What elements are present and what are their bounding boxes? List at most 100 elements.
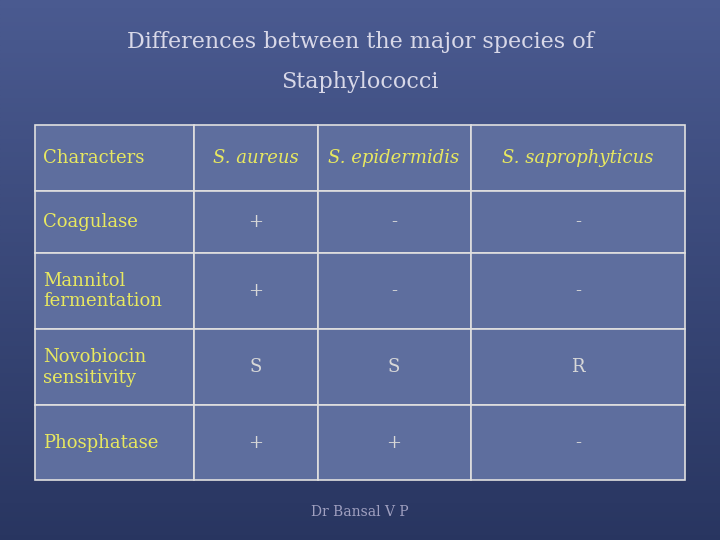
Bar xyxy=(0,504,720,509)
Bar xyxy=(0,405,720,409)
Bar xyxy=(194,125,318,191)
Text: Characters: Characters xyxy=(43,149,145,167)
Bar xyxy=(0,270,720,274)
Bar xyxy=(0,274,720,279)
Bar xyxy=(0,266,720,270)
Bar xyxy=(0,315,720,320)
Text: Mannitol
fermentation: Mannitol fermentation xyxy=(43,272,162,310)
Bar xyxy=(0,392,720,396)
Bar xyxy=(0,333,720,338)
Bar xyxy=(194,191,318,253)
Bar xyxy=(0,446,720,450)
Bar xyxy=(35,125,194,191)
Text: -: - xyxy=(391,213,397,231)
Bar xyxy=(0,207,720,212)
Bar xyxy=(0,310,720,315)
Bar xyxy=(0,27,720,31)
Bar xyxy=(0,234,720,239)
Bar xyxy=(0,536,720,540)
Bar xyxy=(318,253,470,329)
Bar xyxy=(0,256,720,261)
Bar xyxy=(0,112,720,117)
Text: +: + xyxy=(248,434,264,452)
Bar xyxy=(0,131,720,135)
Bar xyxy=(0,450,720,455)
Bar xyxy=(470,406,685,480)
Bar xyxy=(0,94,720,99)
Text: Staphylococci: Staphylococci xyxy=(282,71,438,93)
Bar xyxy=(0,14,720,18)
Bar xyxy=(35,191,194,253)
Bar xyxy=(0,355,720,360)
Bar xyxy=(0,531,720,536)
Bar xyxy=(0,418,720,423)
Bar xyxy=(0,306,720,310)
Bar xyxy=(0,45,720,50)
Bar xyxy=(0,374,720,378)
Bar xyxy=(0,490,720,495)
Bar xyxy=(0,409,720,414)
Bar xyxy=(0,108,720,112)
Bar xyxy=(0,387,720,392)
Bar xyxy=(0,158,720,162)
Bar xyxy=(318,406,470,480)
Bar xyxy=(0,347,720,351)
Bar xyxy=(0,472,720,477)
Bar xyxy=(0,513,720,517)
Bar xyxy=(0,193,720,198)
Bar xyxy=(0,401,720,405)
Bar xyxy=(0,441,720,445)
Bar xyxy=(0,482,720,486)
Bar xyxy=(0,509,720,513)
Text: S. aureus: S. aureus xyxy=(213,149,299,167)
Bar xyxy=(0,216,720,220)
Bar xyxy=(0,455,720,459)
Text: -: - xyxy=(575,213,581,231)
Text: Coagulase: Coagulase xyxy=(43,213,138,231)
Text: -: - xyxy=(391,282,397,300)
Bar xyxy=(0,135,720,139)
Bar xyxy=(318,329,470,406)
Bar xyxy=(0,40,720,45)
Bar xyxy=(0,162,720,166)
Bar xyxy=(0,432,720,436)
Bar xyxy=(0,68,720,72)
Bar xyxy=(0,338,720,342)
Bar xyxy=(0,364,720,369)
Bar xyxy=(0,517,720,522)
Bar xyxy=(470,125,685,191)
Bar xyxy=(0,81,720,85)
Bar xyxy=(0,382,720,387)
Bar xyxy=(0,396,720,401)
Bar xyxy=(0,23,720,27)
Bar xyxy=(0,230,720,234)
Bar xyxy=(0,522,720,526)
Bar xyxy=(0,77,720,81)
Bar xyxy=(0,202,720,207)
Bar xyxy=(0,324,720,328)
Bar xyxy=(0,351,720,355)
Bar xyxy=(194,406,318,480)
Text: +: + xyxy=(248,213,264,231)
Bar xyxy=(0,463,720,468)
Bar xyxy=(0,144,720,148)
Bar xyxy=(318,125,470,191)
Bar xyxy=(470,253,685,329)
Bar xyxy=(0,148,720,153)
Bar xyxy=(0,342,720,347)
Bar xyxy=(35,329,194,406)
Text: Novobiocin
sensitivity: Novobiocin sensitivity xyxy=(43,348,146,387)
Text: S: S xyxy=(250,358,262,376)
Bar xyxy=(0,320,720,324)
Bar xyxy=(0,500,720,504)
Bar xyxy=(0,288,720,293)
Bar xyxy=(0,122,720,126)
Bar xyxy=(0,198,720,202)
Bar xyxy=(0,239,720,243)
Text: -: - xyxy=(575,434,581,452)
Text: Dr Bansal V P: Dr Bansal V P xyxy=(311,505,409,519)
Bar xyxy=(470,329,685,406)
Bar xyxy=(0,54,720,58)
Bar xyxy=(0,18,720,23)
Bar xyxy=(0,99,720,104)
